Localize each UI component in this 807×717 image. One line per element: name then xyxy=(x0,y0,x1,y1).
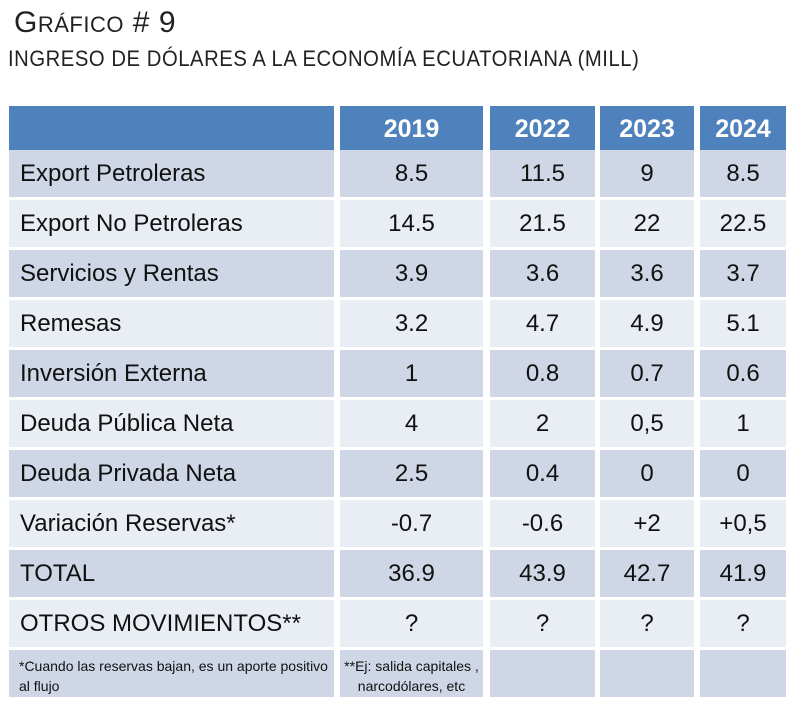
value-cell-2024: 8.5 xyxy=(700,150,786,197)
footnote-empty-cell xyxy=(600,650,694,697)
figure-subtitle: Ingreso de dólares a la economía ecuator… xyxy=(8,46,640,71)
row-label: Inversión Externa xyxy=(9,350,334,397)
row-label: Export Petroleras xyxy=(9,150,334,197)
value-cell-2019: 4 xyxy=(340,400,483,447)
value-cell-2023: +2 xyxy=(600,500,694,547)
value-cell-2019: 2.5 xyxy=(340,450,483,497)
row-label: Deuda Privada Neta xyxy=(9,450,334,497)
value-cell-2023: 0.7 xyxy=(600,350,694,397)
row-label: Export No Petroleras xyxy=(9,200,334,247)
value-cell-2019: ? xyxy=(340,600,483,647)
header-year-2019: 2019 xyxy=(340,106,483,153)
title-rest: ráfico xyxy=(37,12,124,37)
header-year-2024: 2024 xyxy=(700,106,786,153)
row-label: Servicios y Rentas xyxy=(9,250,334,297)
title-number: # 9 xyxy=(123,6,177,39)
footnote-reserves: *Cuando las reservas bajan, es un aporte… xyxy=(9,650,334,697)
value-cell-2024: 0 xyxy=(700,450,786,497)
value-cell-2024: +0,5 xyxy=(700,500,786,547)
value-cell-2024: ? xyxy=(700,600,786,647)
value-cell-2023: 22 xyxy=(600,200,694,247)
value-cell-2023: 3.6 xyxy=(600,250,694,297)
value-cell-2022: 43.9 xyxy=(490,550,595,597)
value-cell-2019: 3.9 xyxy=(340,250,483,297)
figure-title: Gráfico # 9 xyxy=(14,6,176,40)
value-cell-2024: 41.9 xyxy=(700,550,786,597)
value-cell-2022: 0.8 xyxy=(490,350,595,397)
value-cell-2023: 0,5 xyxy=(600,400,694,447)
value-cell-2022: 11.5 xyxy=(490,150,595,197)
value-cell-2023: ? xyxy=(600,600,694,647)
value-cell-2022: 0.4 xyxy=(490,450,595,497)
value-cell-2019: 36.9 xyxy=(340,550,483,597)
footnote-empty-cell xyxy=(700,650,786,697)
value-cell-2023: 0 xyxy=(600,450,694,497)
header-year-2022: 2022 xyxy=(490,106,595,153)
value-cell-2024: 22.5 xyxy=(700,200,786,247)
value-cell-2022: 2 xyxy=(490,400,595,447)
value-cell-2022: ? xyxy=(490,600,595,647)
value-cell-2022: 4.7 xyxy=(490,300,595,347)
value-cell-2022: -0.6 xyxy=(490,500,595,547)
footnote-empty-cell xyxy=(490,650,595,697)
row-label: Variación Reservas* xyxy=(9,500,334,547)
value-cell-2022: 21.5 xyxy=(490,200,595,247)
value-cell-2019: 1 xyxy=(340,350,483,397)
footnote-other-movements: **Ej: salida capitales , narcodólares, e… xyxy=(340,650,483,697)
value-cell-2023: 9 xyxy=(600,150,694,197)
value-cell-2019: 14.5 xyxy=(340,200,483,247)
value-cell-2023: 42.7 xyxy=(600,550,694,597)
header-label-cell xyxy=(9,106,334,153)
row-label: OTROS MOVIMIENTOS** xyxy=(9,600,334,647)
title-initial: G xyxy=(14,6,38,39)
row-label: Remesas xyxy=(9,300,334,347)
value-cell-2022: 3.6 xyxy=(490,250,595,297)
row-label: TOTAL xyxy=(9,550,334,597)
value-cell-2024: 3.7 xyxy=(700,250,786,297)
value-cell-2024: 1 xyxy=(700,400,786,447)
value-cell-2019: 8.5 xyxy=(340,150,483,197)
value-cell-2019: 3.2 xyxy=(340,300,483,347)
row-label: Deuda Pública Neta xyxy=(9,400,334,447)
value-cell-2024: 5.1 xyxy=(700,300,786,347)
value-cell-2024: 0.6 xyxy=(700,350,786,397)
value-cell-2019: -0.7 xyxy=(340,500,483,547)
header-year-2023: 2023 xyxy=(600,106,694,153)
value-cell-2023: 4.9 xyxy=(600,300,694,347)
